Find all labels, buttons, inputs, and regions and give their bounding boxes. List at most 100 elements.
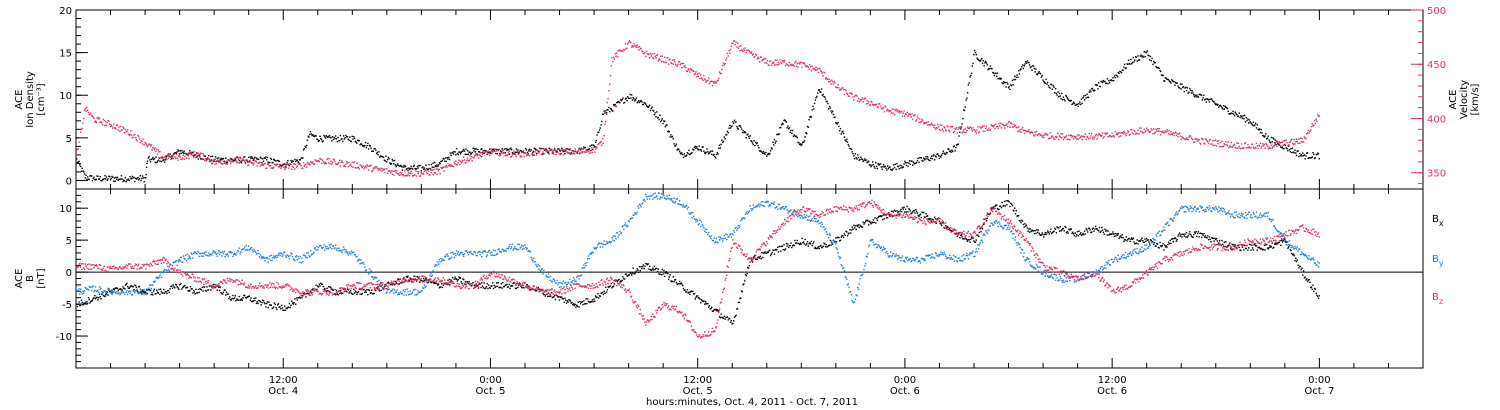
data-point — [640, 265, 642, 268]
data-point — [1192, 138, 1194, 141]
data-point — [718, 310, 720, 312]
data-point — [353, 162, 355, 164]
data-point — [167, 157, 170, 159]
data-point — [896, 162, 898, 165]
data-point — [155, 150, 157, 152]
data-point — [1178, 232, 1181, 234]
data-point — [583, 146, 585, 148]
data-point — [390, 170, 393, 172]
data-point — [235, 300, 237, 302]
data-point — [758, 257, 761, 259]
data-point — [96, 296, 98, 299]
data-point — [624, 273, 627, 276]
data-point — [981, 57, 983, 60]
data-point — [1115, 74, 1117, 76]
data-point — [728, 49, 730, 52]
data-point — [1289, 151, 1291, 153]
data-point — [1060, 230, 1062, 232]
data-point — [95, 178, 97, 181]
data-point — [895, 214, 897, 217]
data-point — [711, 153, 713, 155]
data-point — [556, 151, 558, 153]
data-point — [226, 161, 229, 163]
data-point — [1001, 201, 1003, 204]
data-point — [997, 77, 999, 80]
data-point — [158, 276, 160, 279]
data-point — [1212, 101, 1214, 103]
data-point — [1229, 113, 1231, 115]
data-point — [1040, 76, 1043, 78]
data-point — [709, 151, 711, 153]
data-point — [155, 277, 157, 279]
data-point — [796, 136, 798, 139]
data-point — [749, 135, 751, 137]
data-point — [1251, 247, 1254, 249]
data-point — [1032, 134, 1035, 136]
data-point — [518, 152, 521, 154]
data-point — [981, 227, 983, 229]
data-point — [129, 292, 131, 294]
data-point — [307, 135, 309, 137]
data-point — [1018, 70, 1020, 72]
data-point — [719, 317, 722, 319]
data-point — [517, 153, 520, 156]
data-point — [683, 153, 685, 155]
data-point — [768, 250, 770, 252]
data-point — [519, 149, 521, 152]
data-point — [394, 280, 397, 283]
data-point — [703, 74, 705, 77]
data-point — [653, 114, 656, 116]
data-point — [1046, 134, 1048, 136]
data-point — [556, 295, 558, 297]
data-point — [323, 134, 325, 137]
data-point — [842, 132, 845, 134]
data-point — [478, 151, 481, 153]
data-point — [1004, 81, 1006, 84]
data-point — [311, 289, 313, 291]
data-point — [784, 119, 786, 121]
data-point — [440, 160, 442, 163]
data-point — [1081, 139, 1083, 141]
data-point — [321, 283, 324, 285]
data-point — [954, 233, 956, 235]
data-point — [225, 294, 227, 296]
data-point — [1162, 130, 1164, 132]
data-point — [191, 288, 193, 290]
data-point — [184, 284, 186, 287]
data-point — [1042, 233, 1044, 236]
data-point — [745, 51, 747, 54]
data-point — [1243, 118, 1245, 120]
data-point — [1138, 133, 1140, 135]
data-point — [928, 218, 930, 221]
data-point — [696, 295, 698, 297]
data-point — [980, 127, 982, 129]
data-point — [1239, 249, 1241, 251]
data-point — [1288, 141, 1291, 143]
data-point — [236, 298, 238, 300]
data-point — [457, 162, 459, 164]
data-point — [952, 150, 954, 153]
data-point — [228, 159, 230, 161]
data-point — [296, 299, 298, 301]
data-point — [457, 279, 459, 281]
data-point — [415, 280, 418, 282]
data-point — [170, 158, 172, 160]
data-point — [897, 165, 900, 168]
data-point — [881, 215, 883, 217]
data-point — [111, 175, 113, 178]
data-point — [706, 148, 708, 150]
data-point — [1196, 138, 1198, 140]
data-point — [1134, 243, 1136, 245]
data-point — [261, 301, 263, 304]
data-point — [295, 297, 298, 299]
data-point — [665, 61, 667, 64]
data-point — [1275, 243, 1277, 246]
data-point — [162, 271, 164, 274]
data-point — [1083, 230, 1086, 232]
data-point — [926, 215, 929, 217]
data-point — [342, 135, 345, 137]
data-point — [111, 289, 113, 291]
data-point — [897, 211, 900, 213]
data-point — [1282, 144, 1284, 146]
data-point — [80, 291, 83, 293]
